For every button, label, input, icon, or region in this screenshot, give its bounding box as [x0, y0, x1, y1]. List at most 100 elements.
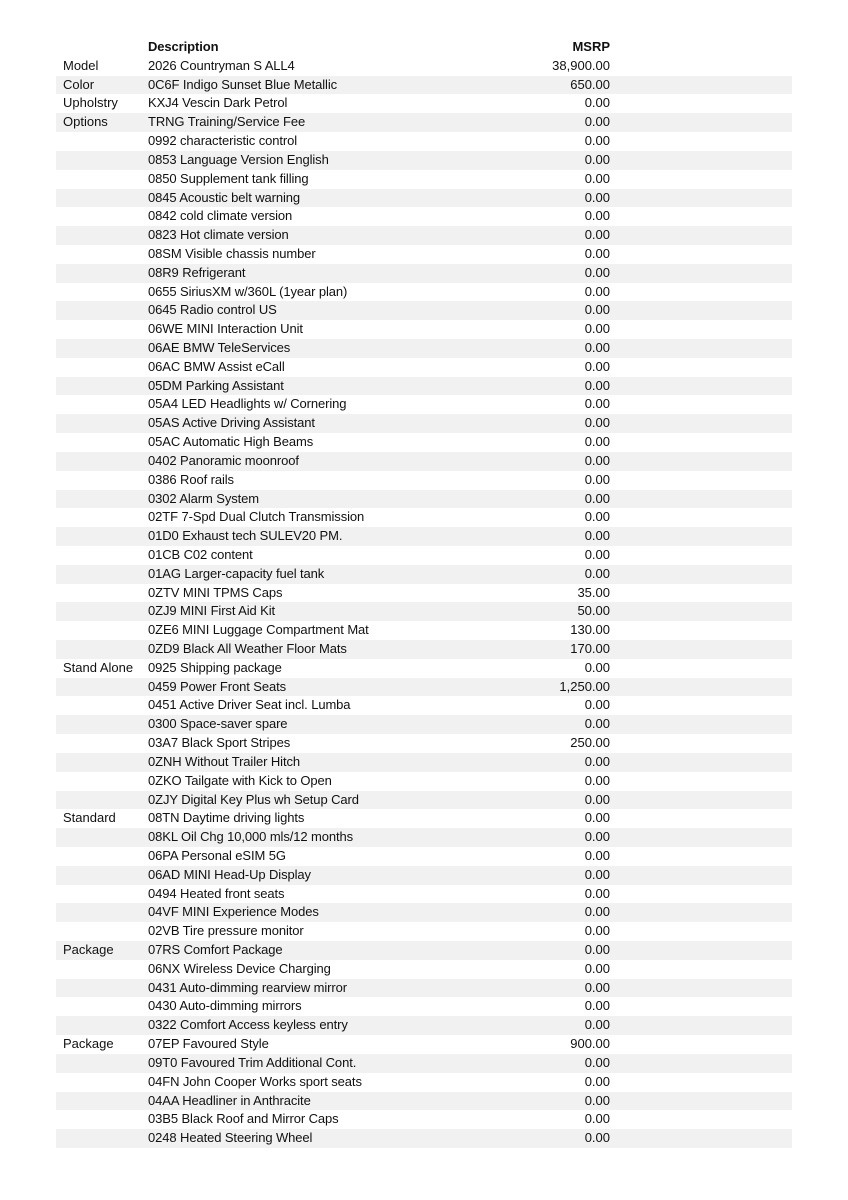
table-row: 0645 Radio control US 0.00 — [56, 301, 792, 321]
msrp-cell: 0.00 — [584, 283, 610, 299]
table-header: Description MSRP — [56, 38, 792, 57]
msrp-cell: 170.00 — [570, 641, 610, 656]
table-row: 06AE BMW TeleServices 0.00 — [56, 339, 792, 358]
table-row: 09T0 Favoured Trim Additional Cont. 0.00 — [56, 1053, 792, 1073]
description-cell: 2026 Countryman S ALL4 — [148, 57, 295, 73]
table-row: 0ZNH Without Trailer Hitch 0.00 — [56, 752, 792, 772]
category-cell: Package — [63, 942, 114, 957]
msrp-cell: 0.00 — [584, 810, 610, 826]
table-row: 0842 cold climate version 0.00 — [56, 207, 792, 226]
msrp-cell: 0.00 — [584, 434, 610, 450]
msrp-cell: 0.00 — [584, 245, 610, 261]
description-cell: 0823 Hot climate version — [148, 227, 289, 243]
msrp-cell: 0.00 — [584, 791, 610, 807]
description-cell: 0322 Comfort Access keyless entry — [148, 1017, 348, 1033]
msrp-cell: 0.00 — [584, 979, 610, 995]
msrp-cell: 0.00 — [584, 866, 610, 882]
table-row: 0248 Heated Steering Wheel 0.00 — [56, 1129, 792, 1148]
table-row: 0451 Active Driver Seat incl. Lumba 0.00 — [56, 696, 792, 715]
category-cell: Standard — [63, 810, 116, 826]
description-cell: 0845 Acoustic belt warning — [148, 189, 301, 205]
table-row: 03A7 Black Sport Stripes 250.00 — [56, 734, 792, 753]
description-cell: 0925 Shipping package — [148, 659, 282, 675]
msrp-table: Description MSRP Model 2026 Countryman S … — [56, 38, 792, 1148]
category-cell: Model — [63, 57, 99, 73]
table-row: Package 07EP Favoured Style 900.00 — [56, 1035, 792, 1054]
table-row: 0300 Space-saver spare 0.00 — [56, 715, 792, 735]
description-cell: 08TN Daytime driving lights — [148, 810, 305, 826]
description-cell: 07EP Favoured Style — [148, 1036, 269, 1052]
description-cell: 0ZE6 MINI Luggage Compartment Mat — [148, 622, 369, 638]
category-cell: Upholstry — [63, 95, 118, 111]
msrp-cell: 0.00 — [584, 829, 610, 845]
description-cell: 07RS Comfort Package — [148, 942, 283, 957]
description-cell: 0ZD9 Black All Weather Floor Mats — [148, 641, 347, 656]
msrp-cell: 38,900.00 — [552, 57, 610, 73]
msrp-cell: 0.00 — [584, 208, 610, 224]
description-cell: 01D0 Exhaust tech SULEV20 PM. — [148, 528, 343, 544]
table-row: 0655 SiriusXM w/360L (1year plan) 0.00 — [56, 283, 792, 302]
table-row: Model 2026 Countryman S ALL4 38,900.00 — [56, 57, 792, 76]
table-row: Upholstry KXJ4 Vescin Dark Petrol 0.00 — [56, 94, 792, 113]
description-cell: 0ZKO Tailgate with Kick to Open — [148, 772, 332, 788]
description-cell: 06AE BMW TeleServices — [148, 340, 291, 355]
table-row: 0459 Power Front Seats 1,250.00 — [56, 677, 792, 697]
table-row: 06AD MINI Head-Up Display 0.00 — [56, 865, 792, 885]
table-row: Stand Alone 0925 Shipping package 0.00 — [56, 659, 792, 678]
table-row: 06WE MINI Interaction Unit 0.00 — [56, 320, 792, 339]
description-cell: 04AA Headliner in Anthracite — [148, 1092, 311, 1108]
msrp-cell: 0.00 — [584, 452, 610, 468]
table-row: 0402 Panoramic moonroof 0.00 — [56, 451, 792, 471]
description-cell: 06AD MINI Head-Up Display — [148, 866, 311, 882]
msrp-cell: 0.00 — [584, 528, 610, 544]
msrp-cell: 0.00 — [584, 1073, 610, 1089]
description-cell: 0459 Power Front Seats — [148, 678, 286, 694]
description-cell: 0ZNH Without Trailer Hitch — [148, 753, 300, 769]
description-cell: 0402 Panoramic moonroof — [148, 452, 299, 468]
table-row: 0ZD9 Black All Weather Floor Mats 170.00 — [56, 640, 792, 659]
table-row: 01D0 Exhaust tech SULEV20 PM. 0.00 — [56, 527, 792, 546]
description-cell: 08R9 Refrigerant — [148, 264, 246, 280]
table-row: Standard 08TN Daytime driving lights 0.00 — [56, 809, 792, 828]
description-cell: 08KL Oil Chg 10,000 mls/12 months — [148, 829, 354, 845]
msrp-cell: 0.00 — [584, 1111, 610, 1127]
description-cell: 06WE MINI Interaction Unit — [148, 321, 303, 337]
table-row: 0823 Hot climate version 0.00 — [56, 226, 792, 245]
description-cell: 0431 Auto-dimming rearview mirror — [148, 979, 347, 995]
description-cell: 08SM Visible chassis number — [148, 245, 316, 261]
table-row: Package 07RS Comfort Package 0.00 — [56, 941, 792, 960]
table-row: 0386 Roof rails 0.00 — [56, 471, 792, 490]
msrp-cell: 0.00 — [584, 1092, 610, 1108]
msrp-cell: 0.00 — [584, 942, 610, 957]
msrp-cell: 0.00 — [584, 189, 610, 205]
msrp-cell: 0.00 — [584, 923, 610, 939]
msrp-cell: 900.00 — [570, 1036, 610, 1052]
description-cell: 0842 cold climate version — [148, 208, 293, 224]
description-cell: 02VB Tire pressure monitor — [148, 923, 304, 939]
msrp-cell: 0.00 — [584, 95, 610, 111]
msrp-cell: 0.00 — [584, 772, 610, 788]
description-cell: 0248 Heated Steering Wheel — [148, 1130, 313, 1146]
table-row: 06AC BMW Assist eCall 0.00 — [56, 358, 792, 377]
msrp-cell: 0.00 — [584, 321, 610, 337]
description-cell: 04VF MINI Experience Modes — [148, 904, 319, 920]
description-cell: 0302 Alarm System — [148, 490, 260, 506]
table-row: 0431 Auto-dimming rearview mirror 0.00 — [56, 978, 792, 998]
table-row: 0992 characteristic control 0.00 — [56, 132, 792, 151]
table-row: 0494 Heated front seats 0.00 — [56, 885, 792, 904]
table-row: 0ZE6 MINI Luggage Compartment Mat 130.00 — [56, 621, 792, 640]
description-cell: 06PA Personal eSIM 5G — [148, 847, 286, 863]
msrp-cell: 0.00 — [584, 509, 610, 525]
description-cell: 0850 Supplement tank filling — [148, 170, 309, 186]
msrp-cell: 0.00 — [584, 716, 610, 732]
table-row: 0430 Auto-dimming mirrors 0.00 — [56, 997, 792, 1016]
msrp-cell: 1,250.00 — [559, 678, 610, 694]
table-row: 0302 Alarm System 0.00 — [56, 489, 792, 509]
table-row: 06NX Wireless Device Charging 0.00 — [56, 960, 792, 979]
category-cell: Package — [63, 1036, 114, 1052]
description-cell: 04FN John Cooper Works sport seats — [148, 1073, 362, 1089]
msrp-cell: 0.00 — [584, 340, 610, 355]
msrp-cell: 650.00 — [570, 76, 610, 92]
table-row: 08SM Visible chassis number 0.00 — [56, 245, 792, 264]
table-row: 05AS Active Driving Assistant 0.00 — [56, 414, 792, 434]
